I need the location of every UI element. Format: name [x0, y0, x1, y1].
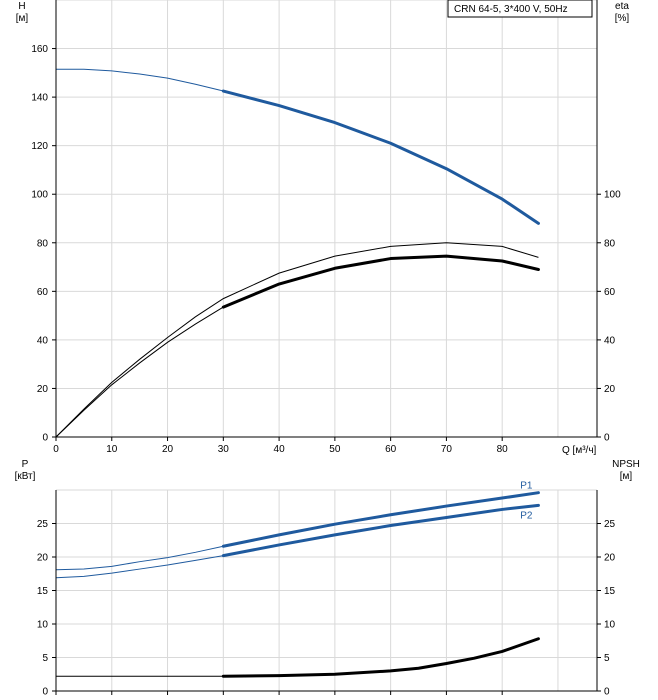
y-tick-label-right: 80 [604, 238, 616, 249]
y-tick-label-left: 100 [31, 190, 48, 201]
y-tick-label-right: 20 [604, 384, 616, 395]
series-line-thick [221, 637, 540, 678]
y-tick-label-left: 0 [42, 433, 48, 444]
y-tick-label-right: 0 [604, 687, 610, 698]
x-tick-label: 50 [329, 444, 341, 455]
title-box-frame [447, 0, 593, 18]
series-line-thin [55, 555, 224, 579]
y-tick-label-right: 5 [604, 653, 610, 664]
eta-axis-label: eta [%] [615, 1, 630, 24]
series-line-thin [55, 306, 224, 438]
y-tick-label-left: 140 [31, 93, 48, 104]
series-label-p2: P2 [520, 510, 533, 521]
head-axis-label: H [м] [16, 1, 29, 24]
x-tick-label: 10 [106, 444, 118, 455]
y-tick-label-right: 25 [604, 519, 616, 530]
x-tick-label: 0 [53, 444, 59, 455]
bottom-grid [56, 489, 597, 691]
series-line-thick [221, 254, 540, 309]
head-efficiency-panel: 0 20 40 60 80 100 120 140 160 0 20 40 60 80 100 0 10 20 30… [16, 0, 630, 456]
x-tick-label: 80 [497, 444, 509, 455]
y-tick-label-left: 25 [37, 519, 49, 530]
y-tick-label-left: 160 [31, 44, 48, 55]
series-line-thin [55, 242, 539, 438]
y-tick-label-right: 60 [604, 287, 616, 298]
y-tick-label-left: 40 [37, 335, 49, 346]
y-tick-label-right: 0 [604, 433, 610, 444]
top-axis [52, 0, 601, 441]
y-tick-label-right: 15 [604, 586, 616, 597]
y-tick-label-left: 0 [42, 687, 48, 698]
x-tick-label: 30 [218, 444, 230, 455]
y-tick-label-left: 80 [37, 238, 49, 249]
y-tick-label-left: 15 [37, 586, 49, 597]
series-line-thick [221, 89, 540, 225]
y-tick-label-right: 40 [604, 335, 616, 346]
power-axis-label: P [кВт] [15, 459, 36, 482]
top-grid [56, 0, 597, 437]
bottom-axis [52, 490, 601, 695]
series-line-thick [221, 503, 540, 558]
series-label-p1: P1 [520, 481, 533, 492]
series-line-thick [221, 491, 540, 548]
y-tick-label-left: 5 [42, 653, 48, 664]
chart-title: CRN 64-5, 3*400 V, 50Hz [454, 4, 568, 15]
title-box: CRN 64-5, 3*400 V, 50Hz [447, 0, 593, 18]
power-npsh-panel: 0 5 10 15 20 25 0 5 10 15 20 25 P1 P2 P [кВт] NPSH [м] [15, 459, 640, 698]
series-line-thin [56, 68, 224, 92]
bottom-tick-labels: 0 5 10 15 20 25 0 5 10 15 20 25 [37, 519, 616, 698]
series-line-thin [55, 545, 224, 571]
x-tick-label: 60 [385, 444, 397, 455]
bottom-series-group [55, 491, 540, 678]
x-tick-label: 20 [162, 444, 174, 455]
bottom-series-labels: P1 P2 [520, 481, 533, 522]
y-tick-label-left: 60 [37, 287, 49, 298]
x-tick-label: 70 [441, 444, 453, 455]
top-series-group [55, 68, 540, 438]
top-tick-labels: 0 20 40 60 80 100 120 140 160 0 20 40 60 80 100 0 10 20 30… [31, 44, 621, 455]
y-tick-label-left: 10 [37, 620, 49, 631]
x-tick-label: 40 [274, 444, 286, 455]
y-tick-label-left: 120 [31, 141, 48, 152]
y-tick-label-right: 100 [604, 190, 621, 201]
x-axis-label: Q [м³/ч] [562, 445, 597, 456]
y-tick-label-right: 20 [604, 553, 616, 564]
y-tick-label-right: 10 [604, 620, 616, 631]
y-tick-label-left: 20 [37, 384, 49, 395]
y-tick-label-left: 20 [37, 553, 49, 564]
npsh-axis-label: NPSH [м] [612, 459, 640, 482]
